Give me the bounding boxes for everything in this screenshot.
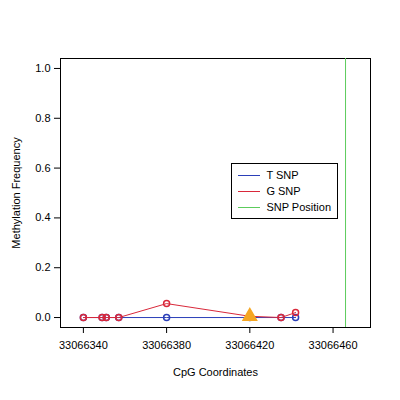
svg-text:0.6: 0.6 xyxy=(35,162,50,174)
svg-text:0.2: 0.2 xyxy=(35,261,50,273)
html-text:G SNP: G SNP xyxy=(266,185,301,197)
svg-text:33066340: 33066340 xyxy=(59,339,108,351)
svg-text:CpG Coordinates: CpG Coordinates xyxy=(173,366,258,378)
svg-text:33066380: 33066380 xyxy=(142,339,191,351)
svg-text:0.4: 0.4 xyxy=(35,211,50,223)
svg-text:33066460: 33066460 xyxy=(309,339,358,351)
svg-text:0.8: 0.8 xyxy=(35,112,50,124)
svg-text:33066420: 33066420 xyxy=(225,339,274,351)
svg-text:0.0: 0.0 xyxy=(35,311,50,323)
svg-text:1.0: 1.0 xyxy=(35,62,50,74)
svg-text:Methylation Frequency: Methylation Frequency xyxy=(10,137,22,249)
html-text:T SNP: T SNP xyxy=(266,169,299,181)
html-text:SNP Position: SNP Position xyxy=(266,201,331,213)
